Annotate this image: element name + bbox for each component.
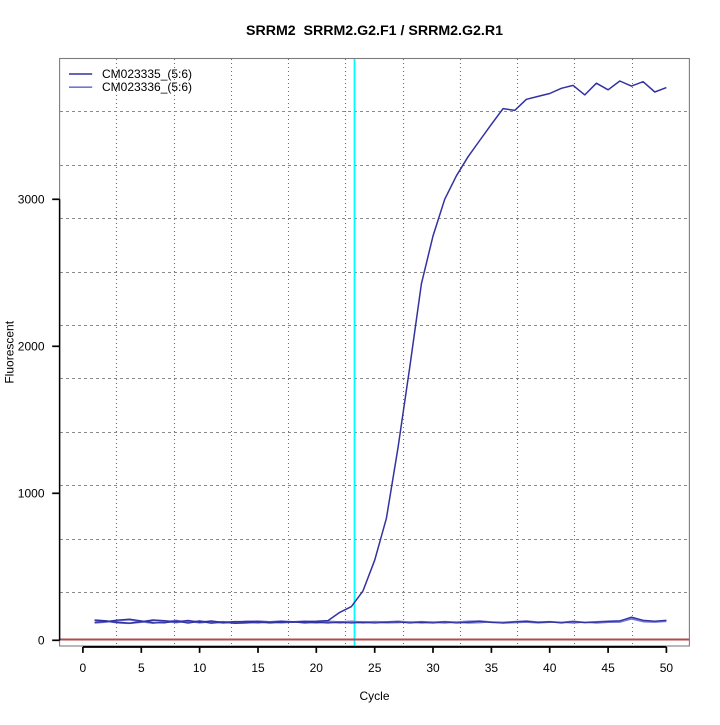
svg-text:2000: 2000 [18,340,45,354]
svg-text:40: 40 [543,661,557,675]
svg-text:3000: 3000 [18,193,45,207]
svg-text:CM023335_(5:6): CM023335_(5:6) [102,67,192,81]
svg-text:0: 0 [80,661,87,675]
svg-text:15: 15 [251,661,265,675]
svg-text:SRRM2 SRRM2.G2.F1 / SRRM2.G2.: SRRM2 SRRM2.G2.F1 / SRRM2.G2.R1 [246,23,503,39]
svg-text:35: 35 [485,661,499,675]
svg-text:10: 10 [193,661,207,675]
svg-text:20: 20 [310,661,324,675]
svg-text:0: 0 [38,634,45,648]
svg-text:45: 45 [601,661,615,675]
svg-text:5: 5 [138,661,145,675]
svg-text:50: 50 [660,661,674,675]
svg-text:25: 25 [368,661,382,675]
svg-text:Fluorescent: Fluorescent [3,320,17,383]
svg-text:CM023336_(5:6): CM023336_(5:6) [102,80,192,94]
svg-text:1000: 1000 [18,487,45,501]
svg-text:Cycle: Cycle [359,689,389,703]
svg-text:30: 30 [426,661,440,675]
